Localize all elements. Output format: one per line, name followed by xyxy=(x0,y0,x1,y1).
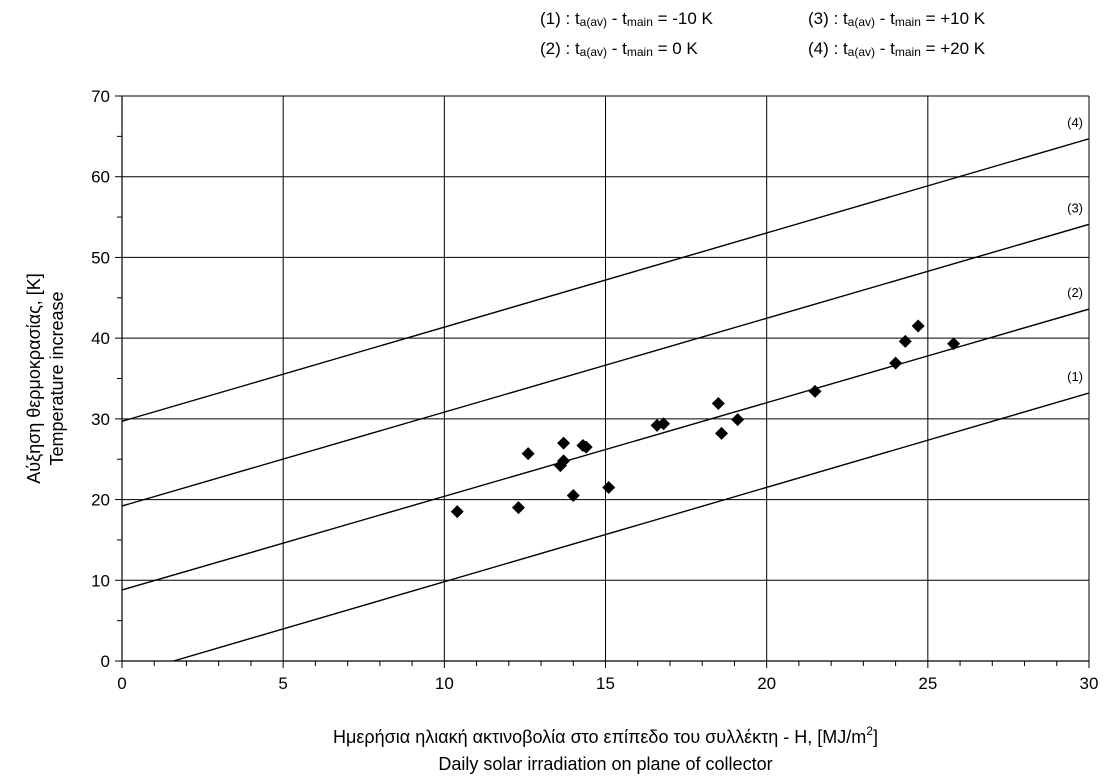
y-tick-label: 40 xyxy=(91,329,110,348)
y-tick-label: 30 xyxy=(91,410,110,429)
series-label: (1) xyxy=(1067,369,1083,384)
y-tick-label: 0 xyxy=(101,652,110,671)
x-tick-label: 20 xyxy=(757,674,776,693)
data-point xyxy=(557,436,571,450)
x-tick-label: 10 xyxy=(435,674,454,693)
x-tick-label: 5 xyxy=(278,674,287,693)
data-point xyxy=(566,489,580,503)
x-tick-label: 15 xyxy=(596,674,615,693)
data-point xyxy=(511,501,525,515)
series-line xyxy=(122,308,1089,591)
y-tick-label: 20 xyxy=(91,491,110,510)
y-tick-label: 10 xyxy=(91,571,110,590)
series-line xyxy=(122,138,1089,422)
data-point xyxy=(557,454,571,468)
series-label: (3) xyxy=(1067,200,1083,215)
legend-entry: (2) : ta(av) - tmain = 0 K xyxy=(540,39,698,59)
y-tick-label: 60 xyxy=(91,168,110,187)
x-axis-label: Ημερήσια ηλιακή ακτινοβολία στο επίπεδο … xyxy=(333,724,878,747)
data-point xyxy=(911,319,925,333)
series-line xyxy=(173,392,1089,661)
x-tick-label: 0 xyxy=(117,674,126,693)
data-point xyxy=(715,426,729,440)
legend-entry: (3) : ta(av) - tmain = +10 K xyxy=(808,9,986,29)
series-label: (4) xyxy=(1067,115,1083,130)
y-axis-label-en: Temperature increase xyxy=(47,291,67,465)
y-tick-label: 70 xyxy=(91,87,110,106)
data-point xyxy=(889,356,903,370)
series-line xyxy=(122,223,1089,507)
data-point xyxy=(711,397,725,411)
x-tick-label: 30 xyxy=(1080,674,1099,693)
data-point xyxy=(898,334,912,348)
x-tick-label: 25 xyxy=(918,674,937,693)
y-tick-label: 50 xyxy=(91,248,110,267)
data-point xyxy=(579,440,593,454)
legend-entry: (4) : ta(av) - tmain = +20 K xyxy=(808,39,986,59)
y-axis-label: Αύξηση θερμοκρασίας, [K] xyxy=(24,273,44,484)
data-point xyxy=(657,417,671,431)
data-point xyxy=(450,505,464,519)
series-label: (2) xyxy=(1067,285,1083,300)
data-point xyxy=(521,447,535,461)
data-point xyxy=(808,384,822,398)
data-point xyxy=(602,480,616,494)
legend-entry: (1) : ta(av) - tmain = -10 K xyxy=(540,9,713,29)
data-point xyxy=(947,337,961,351)
x-axis-label-en: Daily solar irradiation on plane of coll… xyxy=(438,754,772,774)
data-point xyxy=(731,413,745,427)
